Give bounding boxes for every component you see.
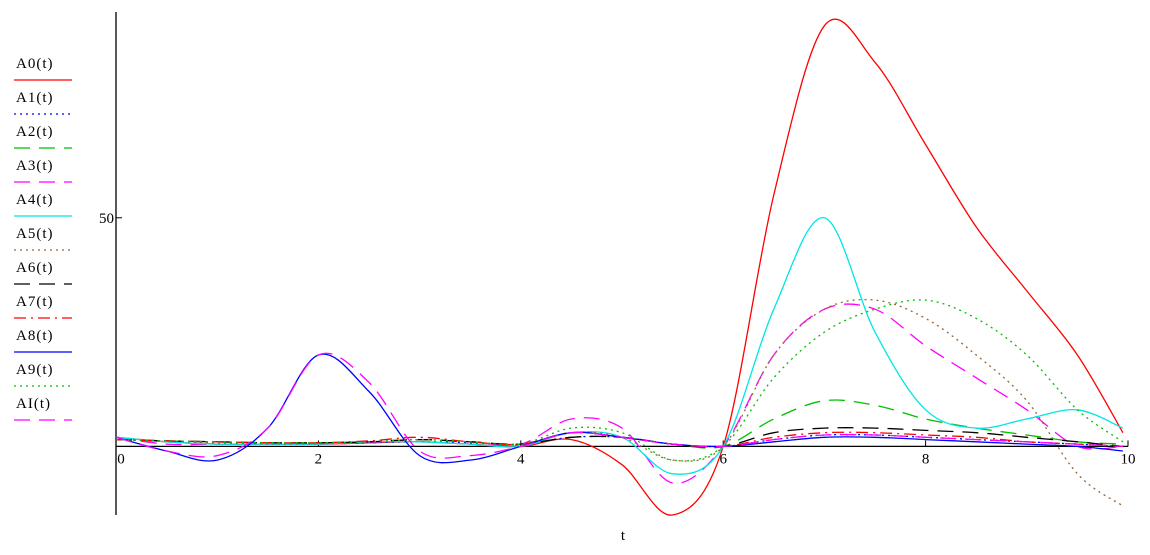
series-line-ait	[115, 352, 1123, 459]
x-tick-label: 4	[517, 451, 525, 467]
legend-item: A5(t)	[12, 226, 82, 260]
series-line-a3t	[115, 303, 1123, 484]
legend-label: A4(t)	[16, 192, 54, 208]
tick-labels: 0 2 4 6 8 10 50	[99, 211, 1136, 468]
x-tick-label: 2	[315, 451, 323, 467]
legend-item: A7(t)	[12, 294, 82, 328]
series-lines	[115, 18, 1124, 516]
axes	[115, 12, 1129, 515]
legend-label: A7(t)	[16, 294, 54, 310]
series-line-a0t	[115, 18, 1124, 516]
series-line-a9t	[115, 299, 1124, 462]
x-tick-label: 6	[719, 451, 727, 467]
x-tick-label: 10	[1121, 451, 1136, 467]
legend-label: A9(t)	[16, 362, 54, 378]
legend-item: A4(t)	[12, 192, 82, 226]
x-axis-label: t	[621, 528, 626, 544]
legend-label: A5(t)	[16, 226, 54, 242]
legend-label: A6(t)	[16, 260, 54, 276]
legend-swatch	[14, 181, 72, 183]
legend-label: A0(t)	[16, 56, 54, 72]
series-line-a8t	[115, 353, 1123, 464]
legend-label: A1(t)	[16, 90, 54, 106]
legend-label: A2(t)	[16, 124, 54, 140]
y-tick-label: 50	[99, 211, 114, 227]
legend-swatch	[14, 385, 72, 387]
legend-item: A8(t)	[12, 328, 82, 362]
series-line-a2t	[115, 399, 1123, 449]
legend-swatch	[14, 351, 72, 353]
legend-item: A3(t)	[12, 158, 82, 192]
legend-swatch	[14, 283, 72, 285]
legend-item: AI(t)	[12, 396, 82, 430]
legend-item: A0(t)	[12, 56, 82, 90]
legend-swatch	[14, 79, 72, 81]
legend-swatch	[14, 419, 72, 421]
legend: A0(t) A1(t) A2(t) A3(t) A4(t) A5(t) A6(t) A7(t)…	[12, 56, 82, 430]
legend-label: AI(t)	[16, 396, 51, 412]
legend-swatch	[14, 317, 72, 319]
legend-item: A1(t)	[12, 90, 82, 124]
x-tick-label: 0	[117, 451, 125, 467]
series-line-a1t	[115, 433, 1123, 448]
legend-swatch	[14, 249, 72, 251]
legend-swatch	[14, 215, 72, 217]
legend-item: A6(t)	[12, 260, 82, 294]
series-line-a5t	[115, 298, 1124, 507]
x-tick-label: 8	[922, 451, 930, 467]
series-line-a4t	[115, 217, 1124, 475]
legend-item: A2(t)	[12, 124, 82, 158]
legend-label: A8(t)	[16, 328, 54, 344]
legend-item: A9(t)	[12, 362, 82, 396]
legend-swatch	[14, 113, 72, 115]
legend-label: A3(t)	[16, 158, 54, 174]
legend-swatch	[14, 147, 72, 149]
